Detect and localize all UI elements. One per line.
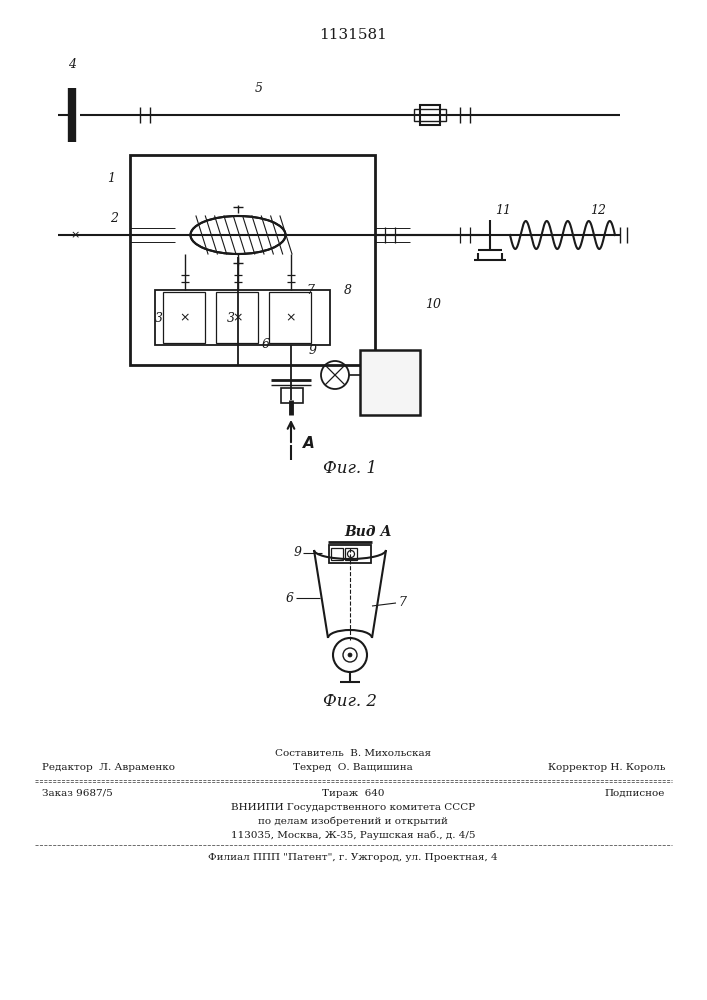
Text: Составитель  В. Михольская: Составитель В. Михольская: [275, 749, 431, 758]
Text: по делам изобретений и открытий: по делам изобретений и открытий: [258, 816, 448, 826]
Bar: [281, 388, 303, 403]
Ellipse shape: [190, 216, 286, 254]
Text: ×: ×: [70, 230, 80, 240]
Text: ×: ×: [233, 311, 243, 324]
Text: 1131581: 1131581: [319, 28, 387, 42]
Bar: [414, 109, 446, 121]
Text: Фиг. 1: Фиг. 1: [323, 460, 377, 477]
Text: 8: 8: [344, 284, 352, 296]
Text: ВНИИПИ Государственного комитета СССР: ВНИИПИ Государственного комитета СССР: [231, 803, 475, 812]
Text: Техред  О. Ващишина: Техред О. Ващишина: [293, 763, 413, 772]
Text: 7: 7: [306, 284, 314, 296]
Text: 6: 6: [262, 338, 270, 352]
Text: 2: 2: [110, 212, 118, 225]
Text: 6: 6: [286, 591, 294, 604]
Text: 3: 3: [227, 312, 235, 324]
Bar: [420, 105, 440, 125]
Text: 10: 10: [425, 298, 441, 312]
Bar: [216, 292, 258, 343]
Text: 4: 4: [68, 58, 76, 72]
Text: Филиал ППП "Патент", г. Ужгород, ул. Проектная, 4: Филиал ППП "Патент", г. Ужгород, ул. Про…: [208, 853, 498, 862]
Text: А: А: [303, 436, 315, 450]
Text: Редактор  Л. Авраменко: Редактор Л. Авраменко: [42, 763, 175, 772]
Bar: [360, 350, 420, 415]
Bar: [155, 290, 330, 345]
Bar: [329, 545, 371, 563]
Text: Фиг. 2: Фиг. 2: [323, 693, 377, 710]
Text: Вид А: Вид А: [344, 525, 392, 539]
Text: 9: 9: [294, 546, 302, 560]
Text: 3: 3: [155, 312, 163, 324]
Bar: [345, 548, 357, 560]
Text: Заказ 9687/5: Заказ 9687/5: [42, 789, 112, 798]
Text: 9: 9: [309, 344, 317, 357]
Bar: [269, 292, 311, 343]
Bar: [331, 548, 343, 560]
Text: 7: 7: [398, 596, 406, 609]
Bar: [163, 292, 205, 343]
Text: Тираж  640: Тираж 640: [322, 789, 384, 798]
Bar: [130, 155, 375, 365]
Text: Корректор Н. Король: Корректор Н. Король: [548, 763, 665, 772]
Text: 5: 5: [255, 82, 263, 95]
Text: 11: 11: [495, 204, 511, 217]
Text: ×: ×: [180, 311, 190, 324]
Text: 113035, Москва, Ж-35, Раушская наб., д. 4/5: 113035, Москва, Ж-35, Раушская наб., д. …: [230, 830, 475, 840]
Text: ×: ×: [286, 311, 296, 324]
Text: Подписное: Подписное: [604, 789, 665, 798]
Text: 12: 12: [590, 204, 606, 217]
Circle shape: [348, 653, 352, 657]
Text: 1: 1: [107, 172, 115, 184]
